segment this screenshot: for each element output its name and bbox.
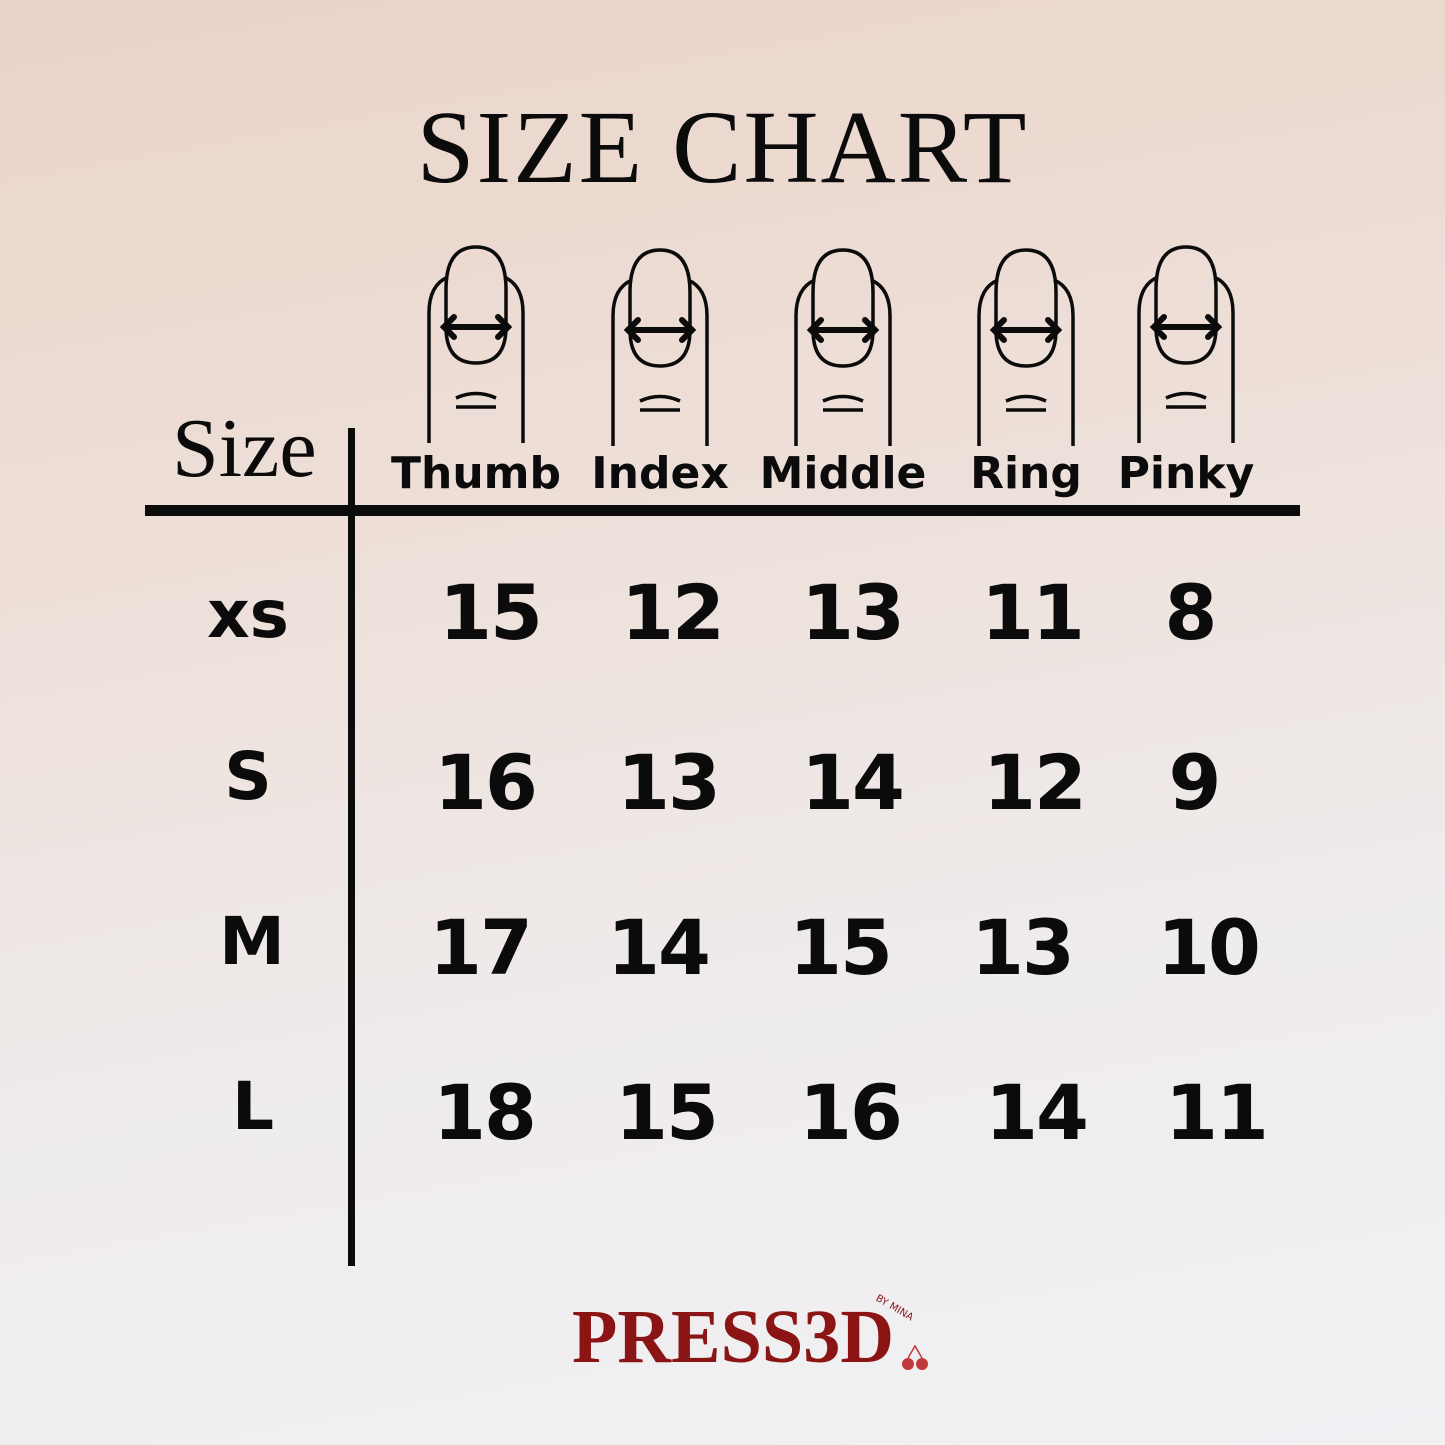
table-cell: 11	[1165, 1068, 1269, 1157]
header-divider	[145, 505, 1300, 516]
column-header-pinky: Pinky	[1117, 448, 1255, 499]
table-cell: 14	[985, 1068, 1089, 1157]
table-cell: 18	[433, 1068, 537, 1157]
table-cell: 12	[621, 568, 725, 657]
table-cell: 14	[607, 903, 711, 992]
size-column-header: Size	[172, 402, 317, 495]
table-cell: 16	[799, 1068, 903, 1157]
table-cell: 10	[1157, 903, 1261, 992]
column-header-ring: Ring	[970, 448, 1082, 499]
table-cell: 9	[1168, 738, 1222, 827]
table-cell: 13	[801, 568, 905, 657]
finger-nail-width-icon	[976, 248, 1076, 448]
column-header-thumb: Thumb	[390, 448, 561, 499]
column-divider	[348, 428, 355, 1266]
table-cell: 15	[439, 568, 543, 657]
finger-nail-width-icon	[610, 248, 710, 448]
table-cell: 17	[429, 903, 533, 992]
finger-nail-width-icon	[1136, 245, 1236, 445]
size-label: xs	[207, 576, 289, 653]
size-label: S	[224, 738, 272, 815]
finger-nail-width-icon	[426, 245, 526, 445]
column-header-index: Index	[591, 448, 729, 499]
table-cell: 13	[971, 903, 1075, 992]
column-header-middle: Middle	[759, 448, 927, 499]
table-cell: 13	[617, 738, 721, 827]
press3d-logo: PRESS3D BY MINA	[572, 1293, 928, 1375]
size-label: M	[219, 903, 285, 980]
size-label: L	[231, 1068, 275, 1145]
table-cell: 12	[983, 738, 1087, 827]
table-cell: 11	[981, 568, 1085, 657]
table-cell: 15	[789, 903, 893, 992]
table-cell: 14	[801, 738, 905, 827]
table-cell: 15	[615, 1068, 719, 1157]
finger-nail-width-icon	[793, 248, 893, 448]
table-cell: 16	[434, 738, 538, 827]
table-cell: 8	[1164, 568, 1218, 657]
page-title: SIZE CHART	[416, 90, 1029, 205]
svg-text:PRESS3D: PRESS3D	[572, 1295, 894, 1375]
